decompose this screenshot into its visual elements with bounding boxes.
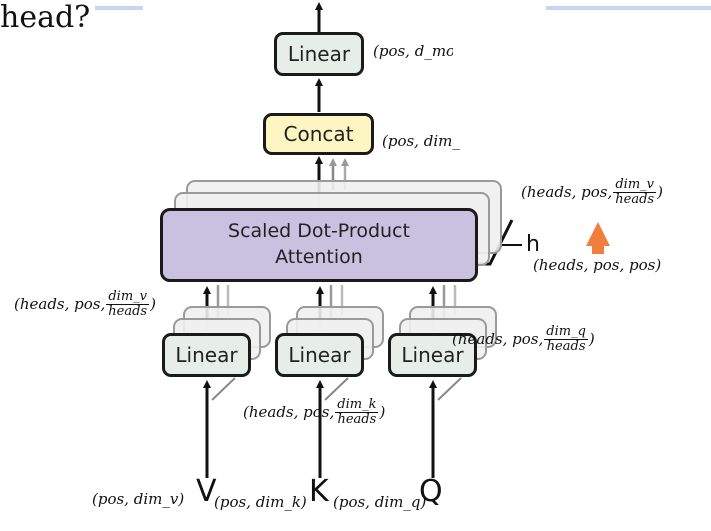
ghost-stack-edge bbox=[211, 377, 236, 401]
fraction-denominator: heads bbox=[337, 411, 377, 427]
q-input-shape-annotation: (pos, dim_q) bbox=[333, 493, 427, 511]
output-linear-box: Linear bbox=[274, 32, 364, 76]
fraction-numerator: dim_v bbox=[106, 289, 150, 305]
annotation-fraction: dim_v heads bbox=[613, 177, 657, 207]
input-q-letter: Q bbox=[419, 474, 443, 509]
title-underline-left bbox=[95, 6, 143, 10]
fraction-denominator: heads bbox=[108, 303, 148, 319]
k-linear-box: Linear bbox=[275, 333, 364, 377]
annotation-suffix: ) bbox=[657, 183, 663, 202]
v-linear-box: Linear bbox=[162, 333, 251, 377]
attention-output-shape-annotation: (heads, pos, dim_v heads ) bbox=[521, 178, 663, 206]
fraction-denominator: heads bbox=[546, 338, 586, 354]
annotation-fraction: dim_q heads bbox=[544, 325, 588, 353]
attention-title-line2: Attention bbox=[275, 246, 363, 268]
orange-up-arrow-icon bbox=[586, 222, 610, 254]
output-shape-annotation: (pos, d_mo bbox=[373, 42, 453, 60]
slide-title-fragment: head? bbox=[0, 0, 91, 35]
fraction-numerator: dim_v bbox=[613, 177, 657, 193]
input-v-letter: V bbox=[196, 474, 217, 509]
annotation-suffix: ) bbox=[379, 403, 386, 422]
annotation-prefix: (heads, pos, bbox=[452, 330, 544, 349]
annotation-suffix: ) bbox=[150, 295, 156, 314]
input-k-letter: K bbox=[309, 474, 329, 509]
annotation-fraction: dim_k heads bbox=[335, 397, 379, 427]
v-input-shape-annotation: (pos, dim_v) bbox=[92, 490, 185, 508]
k-projection-shape-annotation: (heads, pos, dim_k heads ) bbox=[243, 398, 385, 426]
head-count-label: h bbox=[526, 232, 540, 257]
annotation-prefix: (heads, pos, bbox=[243, 403, 335, 422]
annotation-fraction: dim_v heads bbox=[106, 289, 150, 319]
fraction-numerator: dim_k bbox=[335, 397, 379, 413]
scaled-dot-product-attention-box: Scaled Dot-Product Attention bbox=[160, 208, 478, 282]
fraction-denominator: heads bbox=[615, 191, 655, 207]
concat-box: Concat bbox=[263, 113, 374, 155]
v-projection-shape-annotation: (heads, pos, dim_v heads ) bbox=[14, 290, 156, 318]
k-input-shape-annotation: (pos, dim_k) bbox=[214, 493, 307, 511]
annotation-prefix: (heads, pos, bbox=[14, 295, 106, 314]
concat-shape-annotation: (pos, dim_ bbox=[382, 132, 460, 150]
ghost-stack-edge bbox=[324, 377, 349, 401]
annotation-suffix: ) bbox=[588, 330, 595, 349]
fraction-numerator: dim_q bbox=[544, 324, 588, 340]
annotation-prefix: (heads, pos, bbox=[521, 183, 613, 202]
attention-weights-shape-annotation: (heads, pos, pos) bbox=[533, 256, 662, 274]
q-projection-shape-annotation: (heads, pos, dim_q heads ) bbox=[452, 325, 595, 353]
attention-title-line1: Scaled Dot-Product bbox=[228, 220, 410, 243]
ghost-stack-edge bbox=[437, 377, 462, 401]
q-linear-box: Linear bbox=[388, 333, 477, 377]
title-underline-right bbox=[546, 6, 711, 10]
